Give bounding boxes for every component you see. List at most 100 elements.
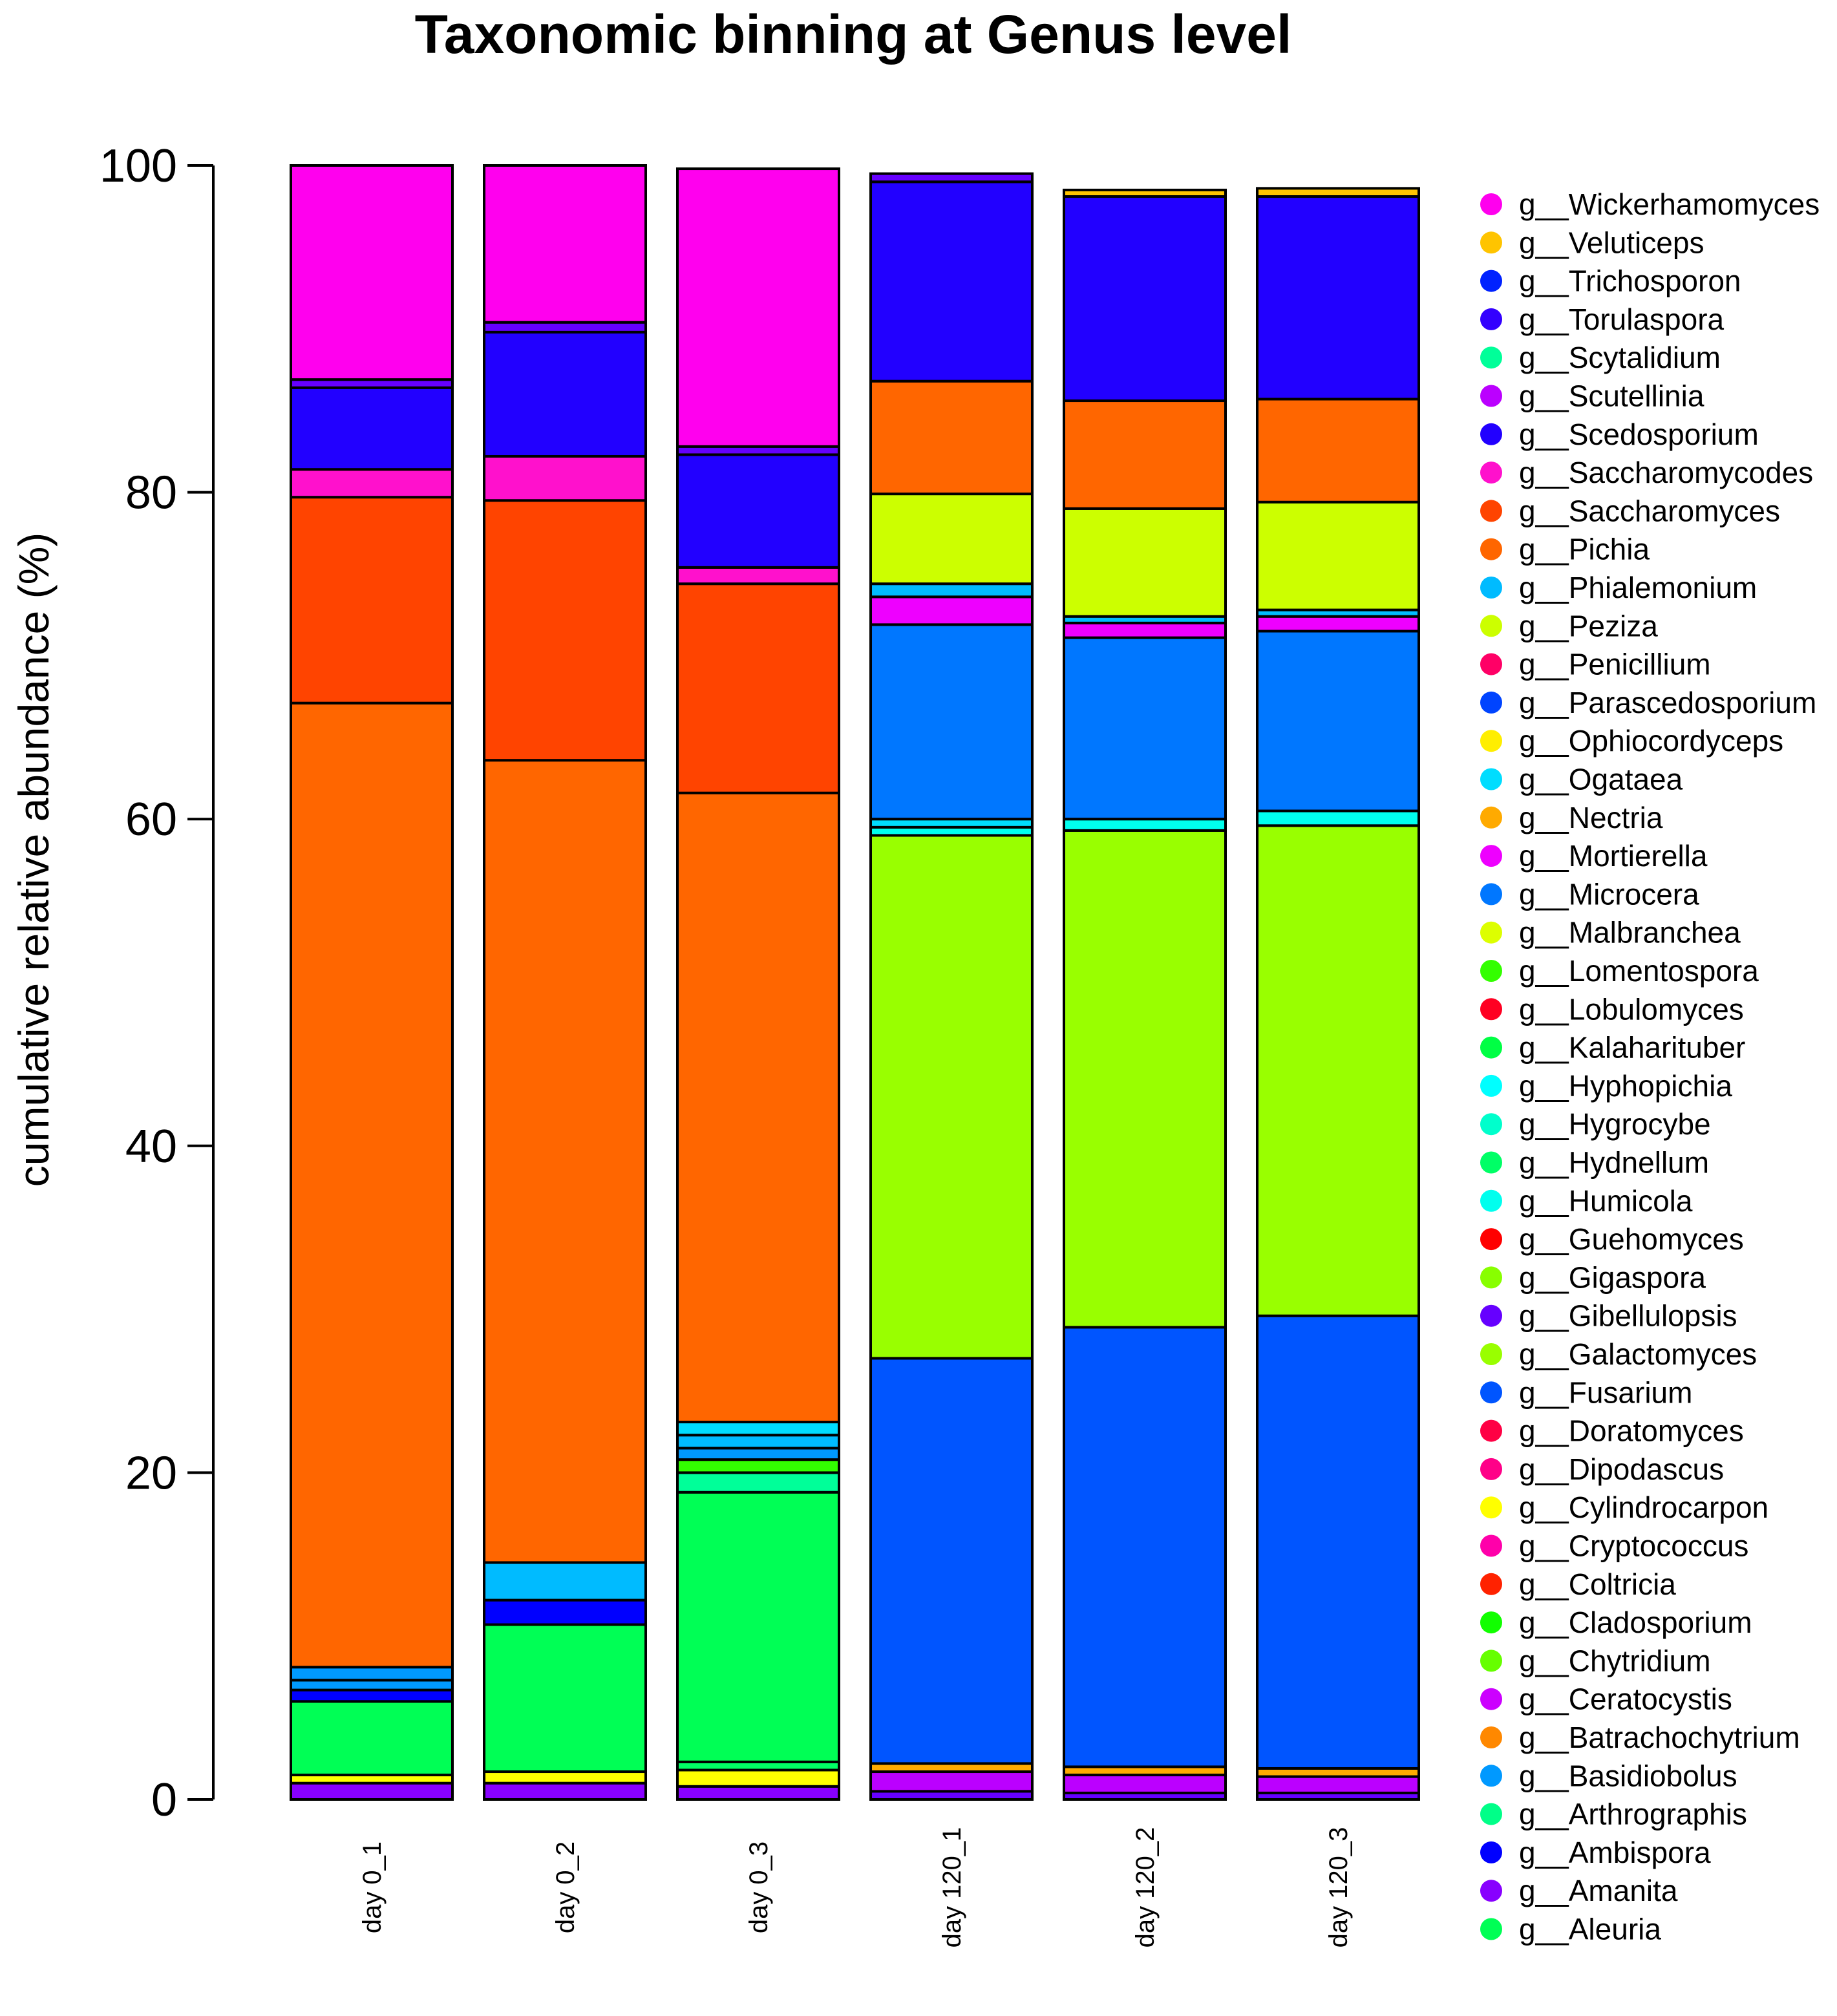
- bar-segment: [290, 164, 454, 381]
- legend-swatch: [1480, 998, 1502, 1021]
- legend-item: g__Cryptococcus: [1480, 1529, 1748, 1563]
- legend-swatch: [1480, 1918, 1502, 1940]
- legend-item: g__Microcera: [1480, 877, 1699, 911]
- bar-segment: [1063, 636, 1227, 821]
- legend-swatch: [1480, 462, 1502, 484]
- y-tick-label: 0: [151, 1774, 177, 1826]
- legend-swatch: [1480, 1765, 1502, 1787]
- legend-swatch: [1480, 1458, 1502, 1480]
- legend-swatch: [1480, 1036, 1502, 1059]
- legend-item: g__Cladosporium: [1480, 1606, 1752, 1639]
- legend-swatch: [1480, 921, 1502, 944]
- legend-swatch: [1480, 1343, 1502, 1365]
- legend-label: g__Ogataea: [1519, 763, 1683, 796]
- legend-label: g__Scedosporium: [1519, 418, 1759, 451]
- legend-label: g__Mortierella: [1519, 839, 1708, 873]
- x-tick-label: day 120_1: [938, 1827, 966, 1948]
- legend-swatch: [1480, 1304, 1502, 1327]
- x-tick-label: day 0_1: [358, 1841, 387, 1933]
- legend-swatch: [1480, 577, 1502, 599]
- legend-item: g__Scytalidium: [1480, 341, 1721, 374]
- legend-swatch: [1480, 385, 1502, 407]
- legend-swatch: [1480, 1496, 1502, 1519]
- legend-item: g__Dipodascus: [1480, 1452, 1724, 1486]
- bar-segment: [290, 496, 454, 705]
- legend-item: g__Coltricia: [1480, 1567, 1676, 1601]
- bar-segment: [1256, 630, 1420, 812]
- legend-label: g__Hygrocybe: [1519, 1107, 1711, 1141]
- legend-item: g__Fusarium: [1480, 1375, 1692, 1409]
- legend-label: g__Hydnellum: [1519, 1146, 1709, 1180]
- legend-swatch: [1480, 1573, 1502, 1595]
- bar-segment: [676, 453, 840, 569]
- legend-label: g__Kalaharituber: [1519, 1031, 1745, 1065]
- bar-segment: [290, 1781, 454, 1801]
- legend-item: g__Hyphopichia: [1480, 1069, 1732, 1103]
- legend-item: g__Guehomyces: [1480, 1222, 1744, 1256]
- bar-segment: [869, 1770, 1034, 1793]
- bar-segment: [676, 791, 840, 1424]
- bar-segment: [483, 759, 647, 1564]
- y-tick-label: 20: [125, 1447, 177, 1499]
- bar-segment: [1063, 1774, 1227, 1794]
- chart-title: Taxonomic binning at Genus level: [415, 4, 1292, 65]
- legend-swatch: [1480, 500, 1502, 522]
- legend-label: g__Galactomyces: [1519, 1337, 1757, 1371]
- bar-segment: [1063, 188, 1227, 198]
- bars: [290, 164, 1420, 1801]
- legend-label: g__Amanita: [1519, 1874, 1678, 1907]
- legend-item: g__Trichosporon: [1480, 264, 1741, 298]
- legend-item: g__Mortierella: [1480, 839, 1708, 873]
- legend-item: g__Lomentospora: [1480, 954, 1759, 988]
- legend-label: g__Saccharomyces: [1519, 494, 1780, 527]
- y-axis: 0 20 40 60 80 100: [100, 140, 215, 1826]
- legend-swatch: [1480, 538, 1502, 560]
- bar-segment: [1063, 195, 1227, 403]
- bar-segment: [483, 499, 647, 762]
- bar-segment: [869, 379, 1034, 496]
- bar-segment: [869, 180, 1034, 383]
- legend-item: g__Kalaharituber: [1480, 1031, 1745, 1065]
- bar-segment: [676, 1421, 840, 1437]
- bar-segment: [290, 1666, 454, 1682]
- legend-item: g__Batrachochytrium: [1480, 1721, 1800, 1754]
- bar-segment: [290, 468, 454, 499]
- legend-label: g__Arthrographis: [1519, 1798, 1747, 1831]
- bar-segment: [869, 493, 1034, 586]
- legend-label: g__Gibellulopsis: [1519, 1299, 1737, 1333]
- bar-segment: [676, 1447, 840, 1461]
- legend-label: g__Humicola: [1519, 1184, 1693, 1218]
- legend-label: g__Microcera: [1519, 877, 1699, 911]
- legend-item: g__Wickerhamomyces: [1480, 187, 1820, 221]
- legend-swatch: [1480, 1074, 1502, 1097]
- legend-label: g__Batrachochytrium: [1519, 1721, 1800, 1754]
- bar-segment: [869, 834, 1034, 1360]
- bar-segment: [483, 1770, 647, 1785]
- bar-segment: [869, 623, 1034, 821]
- legend-item: g__Pichia: [1480, 533, 1650, 566]
- legend-label: g__Ambispora: [1519, 1836, 1711, 1869]
- bar-segment: [1063, 1326, 1227, 1768]
- bar-segment: [1063, 399, 1227, 510]
- legend-label: g__Gigaspora: [1519, 1260, 1706, 1294]
- legend-label: g__Basidiobolus: [1519, 1759, 1737, 1792]
- legend-label: g__Veluticeps: [1519, 226, 1704, 259]
- legend-label: g__Phialemonium: [1519, 571, 1757, 604]
- bar-segment: [483, 454, 647, 502]
- legend-swatch: [1480, 1880, 1502, 1902]
- bar-segment: [869, 595, 1034, 626]
- legend-item: g__Gibellulopsis: [1480, 1299, 1737, 1333]
- legend-item: g__Ophiocordyceps: [1480, 724, 1783, 758]
- legend-label: g__Lomentospora: [1519, 954, 1759, 988]
- legend-swatch: [1480, 768, 1502, 790]
- bar-segment: [290, 1688, 454, 1703]
- bar-segment: [1063, 818, 1227, 832]
- bar-segment: [1256, 1775, 1420, 1794]
- legend-item: g__Scedosporium: [1480, 418, 1759, 451]
- legend-label: g__Trichosporon: [1519, 264, 1741, 298]
- legend-item: g__Saccharomyces: [1480, 494, 1780, 527]
- legend-item: g__Ogataea: [1480, 763, 1683, 796]
- legend-item: g__Gigaspora: [1480, 1260, 1706, 1294]
- legend-swatch: [1480, 308, 1502, 330]
- legend-label: g__Ophiocordyceps: [1519, 724, 1783, 758]
